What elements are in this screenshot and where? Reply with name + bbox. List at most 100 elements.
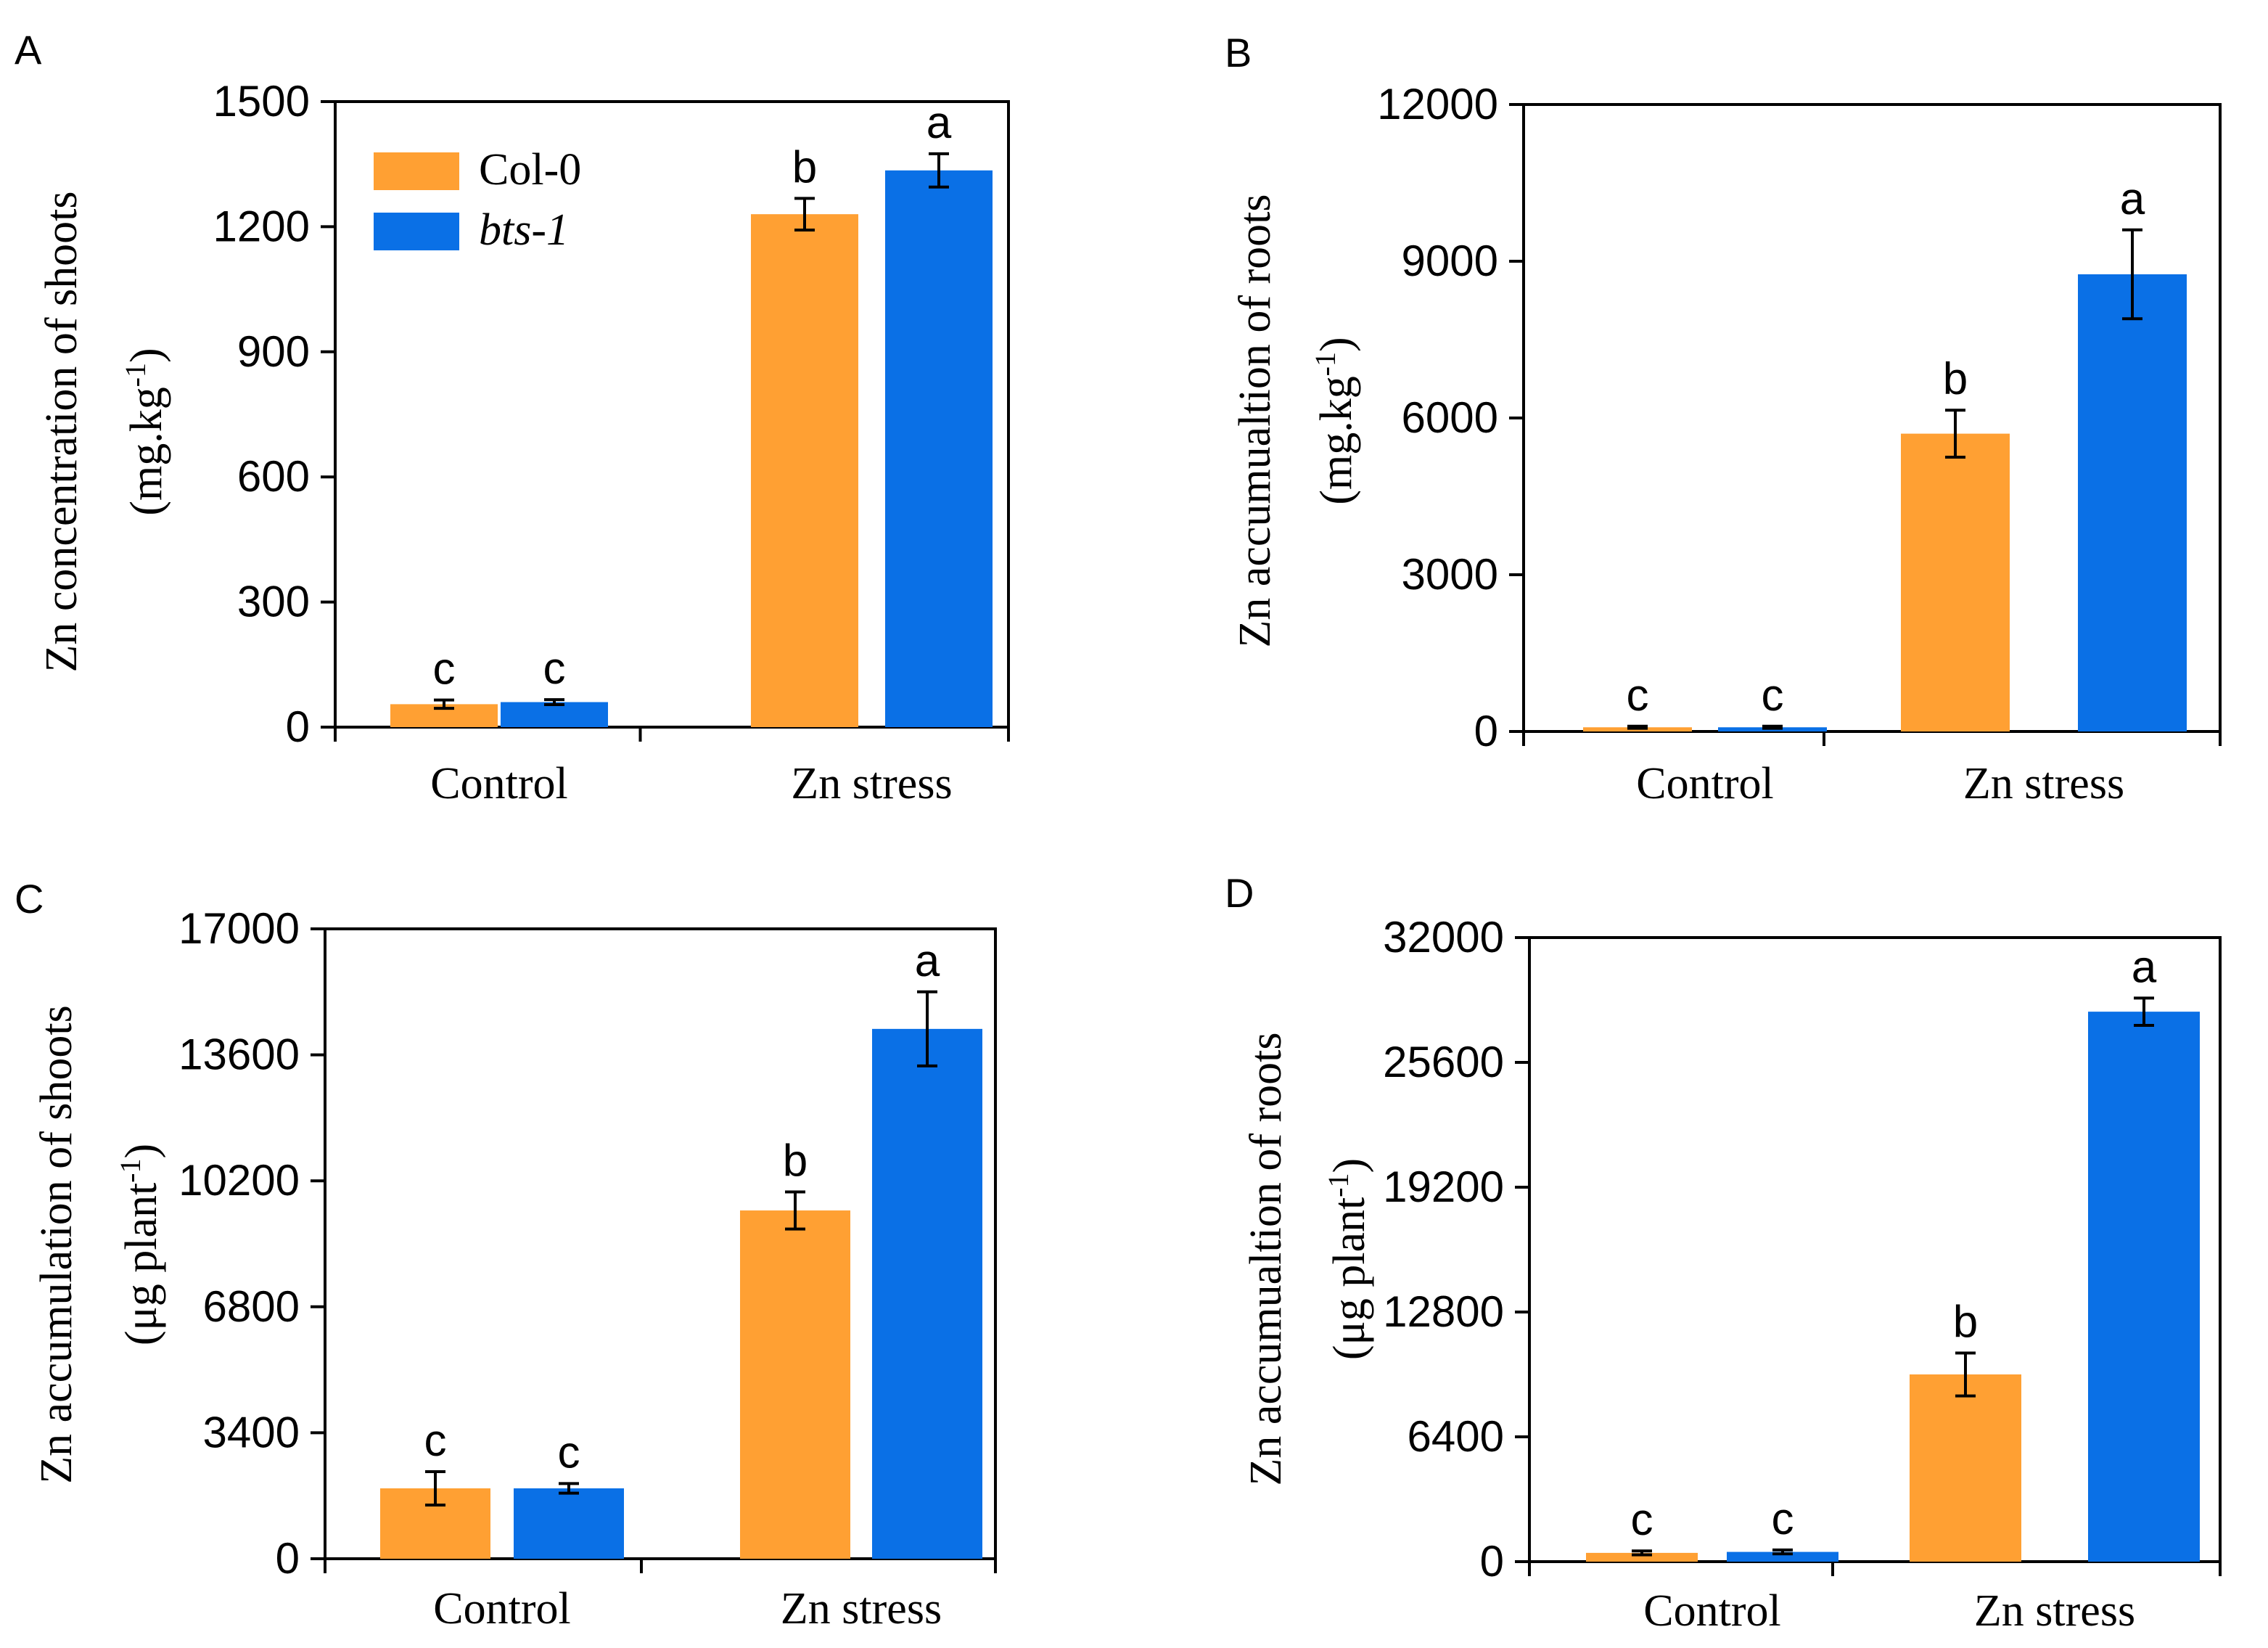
significance-letter: c [1772,1494,1794,1544]
significance-letter: c [433,644,456,694]
x-category-label: Control [430,759,567,808]
y-unit-superscript: -1 [1322,1173,1355,1197]
significance-letter: b [792,142,817,192]
y-axis-label: Zn accumulation of shoots [32,1005,81,1483]
error-bar [559,1482,579,1495]
x-category-label: Control [1643,1586,1780,1636]
y-tick-label: 0 [276,1534,300,1583]
y-unit-superscript: -1 [119,363,152,387]
significance-letter: a [2120,174,2145,224]
y-tick-label: 6400 [1408,1412,1504,1461]
y-unit-tail: ) [122,348,171,363]
panel-a: A 0 300 600 900 1200 1500 Zn concentration of s… [15,27,1010,808]
bar-col0-control [1586,1552,1698,1562]
y-axis-label: Zn concentration of shoots [37,192,86,673]
y-tick-label: 3000 [1402,550,1498,599]
y-tick-label: 19200 [1383,1163,1504,1211]
error-bar [1627,724,1648,730]
x-category-label: Zn stress [1963,759,2124,808]
legend-label-bts1: bts-1 [479,205,569,255]
y-tick-label: 0 [1480,1537,1504,1586]
y-tick-label: 6800 [203,1282,300,1331]
plot-frame [324,927,997,1560]
error-bar [1762,724,1783,730]
error-bar [434,698,454,710]
error-bar [917,990,937,1067]
significance-letter: a [915,936,940,986]
legend: Col-0 bts-1 [374,145,581,255]
error-bar [1945,409,1965,459]
bar-bts1-zn-stress [885,170,993,727]
error-bar [2134,996,2154,1027]
error-bar [425,1470,445,1506]
significance-letter: c [1762,671,1784,721]
bar-col0-zn-stress [1901,433,2010,731]
panel-c: C 0 3400 6800 10200 13600 17000 Zn accumulation… [15,876,997,1633]
x-category-label: Zn stress [781,1584,942,1633]
y-tick-label: 12000 [1377,80,1498,128]
y-unit-main: (mg.kg [1312,376,1361,504]
bar-bts1-control [514,1488,624,1559]
y-unit-superscript: -1 [114,1158,147,1182]
bar-col0-zn-stress [751,214,858,727]
legend-swatch-col0 [374,152,459,190]
x-category-label: Control [433,1584,570,1633]
y-unit-main: (μg plant [1325,1197,1374,1360]
y-tick-label: 0 [286,702,310,751]
error-bar [2122,228,2142,321]
significance-letter: b [783,1136,808,1186]
significance-letter: c [424,1416,447,1466]
y-tick-label: 9000 [1402,237,1498,285]
error-bar [1955,1351,1976,1398]
panel-letter: A [15,27,42,73]
panel-letter: D [1225,870,1254,916]
x-category-label: Control [1636,759,1773,808]
y-tick-label: 17000 [178,904,300,953]
plot-frame [334,100,1010,729]
y-tick-label: 6000 [1402,393,1498,442]
bar-col0-zn-stress [1910,1374,2021,1562]
y-unit-tail: ) [1325,1158,1374,1173]
legend-label-col0: Col-0 [479,145,581,194]
y-axis-label: Zn accumualtion of roots [1241,1033,1291,1486]
y-unit-tail: ) [117,1144,166,1159]
bar-bts1-zn-stress [2088,1012,2200,1562]
y-tick-label: 13600 [178,1030,300,1079]
panel-letter: B [1225,30,1252,75]
y-tick-label: 25600 [1383,1038,1504,1086]
significance-letter: a [2132,942,2157,992]
y-tick-label: 1200 [213,202,310,250]
y-unit-superscript: -1 [1309,352,1342,376]
error-bar [544,698,564,706]
significance-letter: b [1943,354,1968,404]
y-tick-label: 1500 [213,77,310,126]
bar-bts1-zn-stress [872,1028,982,1559]
x-category-label: Zn stress [1974,1586,2135,1636]
y-tick-label: 900 [237,327,310,376]
error-bar [785,1190,805,1231]
significance-letter: c [543,644,566,694]
y-tick-label: 10200 [178,1156,300,1205]
y-unit-main: (μg plant [117,1183,166,1345]
bar-bts1-control [501,702,608,727]
y-axis-unit: (μg plant-1) [114,1144,167,1345]
panel-d: D 0 6400 12800 19200 25600 32000 Zn accumualtio… [1225,870,2222,1636]
error-bar [1772,1548,1793,1556]
y-tick-label: 600 [237,452,310,501]
significance-letter: a [926,98,952,148]
y-unit-main: (mg.kg [122,387,171,515]
y-tick-label: 300 [237,578,310,626]
error-bar [929,152,949,189]
y-tick-label: 3400 [203,1408,300,1456]
bar-bts1-control [1727,1551,1838,1562]
y-tick-label: 12800 [1383,1287,1504,1336]
significance-letter: c [1631,1495,1653,1545]
error-bar [794,197,815,231]
bar-bts1-zn-stress [2078,274,2187,731]
y-axis-unit: (μg plant-1) [1322,1158,1375,1360]
plot-frame [1528,936,2222,1563]
y-axis-unit: (mg.kg-1) [119,348,172,515]
bar-col0-zn-stress [740,1210,850,1559]
significance-letter: c [558,1427,580,1477]
